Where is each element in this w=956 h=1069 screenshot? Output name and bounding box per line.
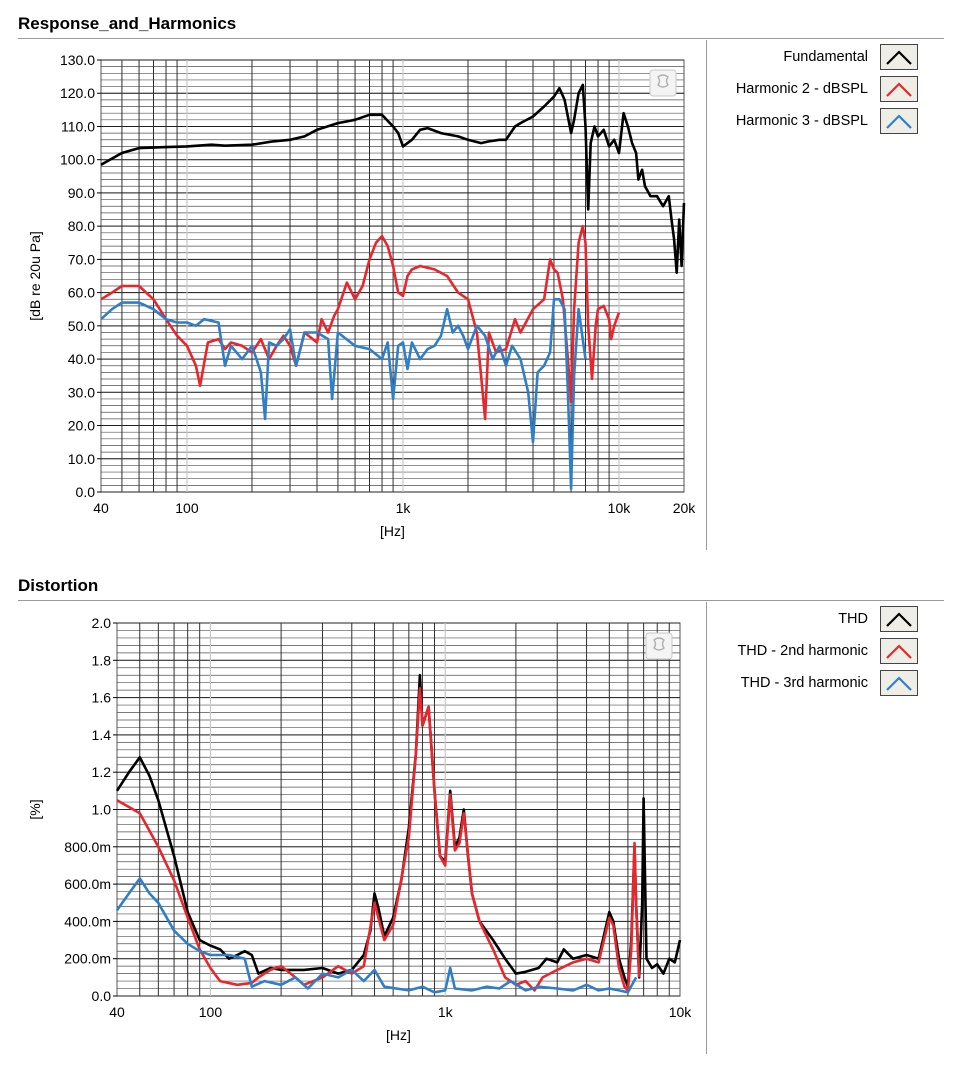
legend-swatch-icon[interactable] <box>880 108 918 134</box>
panel-divider-response <box>18 38 944 39</box>
y-tick-label: 1.6 <box>92 690 112 706</box>
x-axis-label: [Hz] <box>386 1027 411 1043</box>
y-tick-label: 60.0 <box>68 285 95 301</box>
y-tick-label: 800.0m <box>64 839 111 855</box>
legend-swatch-icon[interactable] <box>880 638 918 664</box>
x-tick-label: 40 <box>93 500 109 516</box>
legend-label: Fundamental <box>783 49 868 65</box>
legend-separator-response <box>706 40 707 550</box>
legend-swatch-icon[interactable] <box>880 606 918 632</box>
legend-item[interactable]: Harmonic 2 - dBSPL <box>736 76 918 102</box>
x-axis-label: [Hz] <box>380 523 405 539</box>
y-tick-label: 110.0 <box>61 118 95 134</box>
x-tick-label: 40 <box>109 1004 125 1020</box>
y-tick-label: 20.0 <box>68 418 95 434</box>
legend-label: Harmonic 3 - dBSPL <box>735 113 868 129</box>
legend-separator-distortion <box>706 602 707 1054</box>
x-tick-label: 10k <box>608 500 632 516</box>
x-tick-label: 1k <box>396 500 412 516</box>
y-tick-label: 600.0m <box>64 876 111 892</box>
y-tick-label: 100.0 <box>60 152 95 168</box>
legend-swatch-icon[interactable] <box>880 44 918 70</box>
y-tick-label: 200.0m <box>64 951 111 967</box>
panel-divider-distortion <box>18 600 944 601</box>
x-tick-label: 100 <box>199 1004 223 1020</box>
legend-item[interactable]: THD - 2nd harmonic <box>737 638 918 664</box>
legend-swatch-icon[interactable] <box>880 670 918 696</box>
y-tick-label: 80.0 <box>68 218 95 234</box>
x-tick-label: 1k <box>438 1004 454 1020</box>
series-line-harmonic-2-dbspl <box>100 224 621 421</box>
y-tick-label: 120.0 <box>60 85 95 101</box>
panel-title-response: Response_and_Harmonics <box>18 14 237 33</box>
x-tick-label: 100 <box>175 500 199 516</box>
y-tick-label: 1.2 <box>92 764 112 780</box>
y-tick-label: 30.0 <box>68 384 95 400</box>
legend-swatch-icon[interactable] <box>880 76 918 102</box>
y-tick-label: 130.0 <box>60 52 95 68</box>
graph-palette-icon[interactable] <box>645 632 673 660</box>
legend-item[interactable]: THD - 3rd harmonic <box>741 670 918 696</box>
y-tick-label: 0.0 <box>92 988 112 1004</box>
y-tick-label: 0.0 <box>76 484 96 500</box>
legend-label: Harmonic 2 - dBSPL <box>735 81 868 97</box>
series-line-fundamental <box>100 83 686 274</box>
legend-item[interactable]: Fundamental <box>783 44 918 70</box>
legend-item[interactable]: THD <box>838 606 918 632</box>
y-tick-label: 1.4 <box>92 727 112 743</box>
legend-label: THD <box>838 611 868 627</box>
chart-response-harmonics: 0.0 10.0 20.0 30.0 40.0 50.0 60.0 70.0 80.0 90.0 1… <box>27 52 697 539</box>
legend-item[interactable]: Harmonic 3 - dBSPL <box>736 108 918 134</box>
y-axis-label: [dB re 20u Pa] <box>27 231 43 321</box>
x-tick-label: 10k <box>669 1004 693 1020</box>
y-tick-label: 90.0 <box>68 185 95 201</box>
series-line-harmonic-3-dbspl <box>100 297 587 491</box>
series-line-thd-3rd-harmonic <box>115 877 638 994</box>
y-tick-label: 1.0 <box>92 802 112 818</box>
legend-label: THD - 2nd harmonic <box>737 643 868 659</box>
y-tick-label: 400.0m <box>64 913 111 929</box>
panel-title-distortion: Distortion <box>18 576 99 595</box>
x-tick-label: 20k <box>673 500 697 516</box>
legend-label: THD - 3rd harmonic <box>740 675 868 691</box>
y-tick-label: 1.8 <box>92 652 112 668</box>
graph-palette-icon[interactable] <box>649 69 677 97</box>
chart-distortion: 0.0 200.0m 400.0m 600.0m 800.0m 1.0 1.2 1.4 1.6 1… <box>27 615 693 1043</box>
y-axis-label: [%] <box>27 799 43 819</box>
y-tick-label: 50.0 <box>68 318 95 334</box>
y-tick-label: 2.0 <box>92 615 112 631</box>
y-tick-label: 40.0 <box>68 351 95 367</box>
y-tick-label: 10.0 <box>68 451 95 467</box>
y-tick-label: 70.0 <box>68 251 95 267</box>
